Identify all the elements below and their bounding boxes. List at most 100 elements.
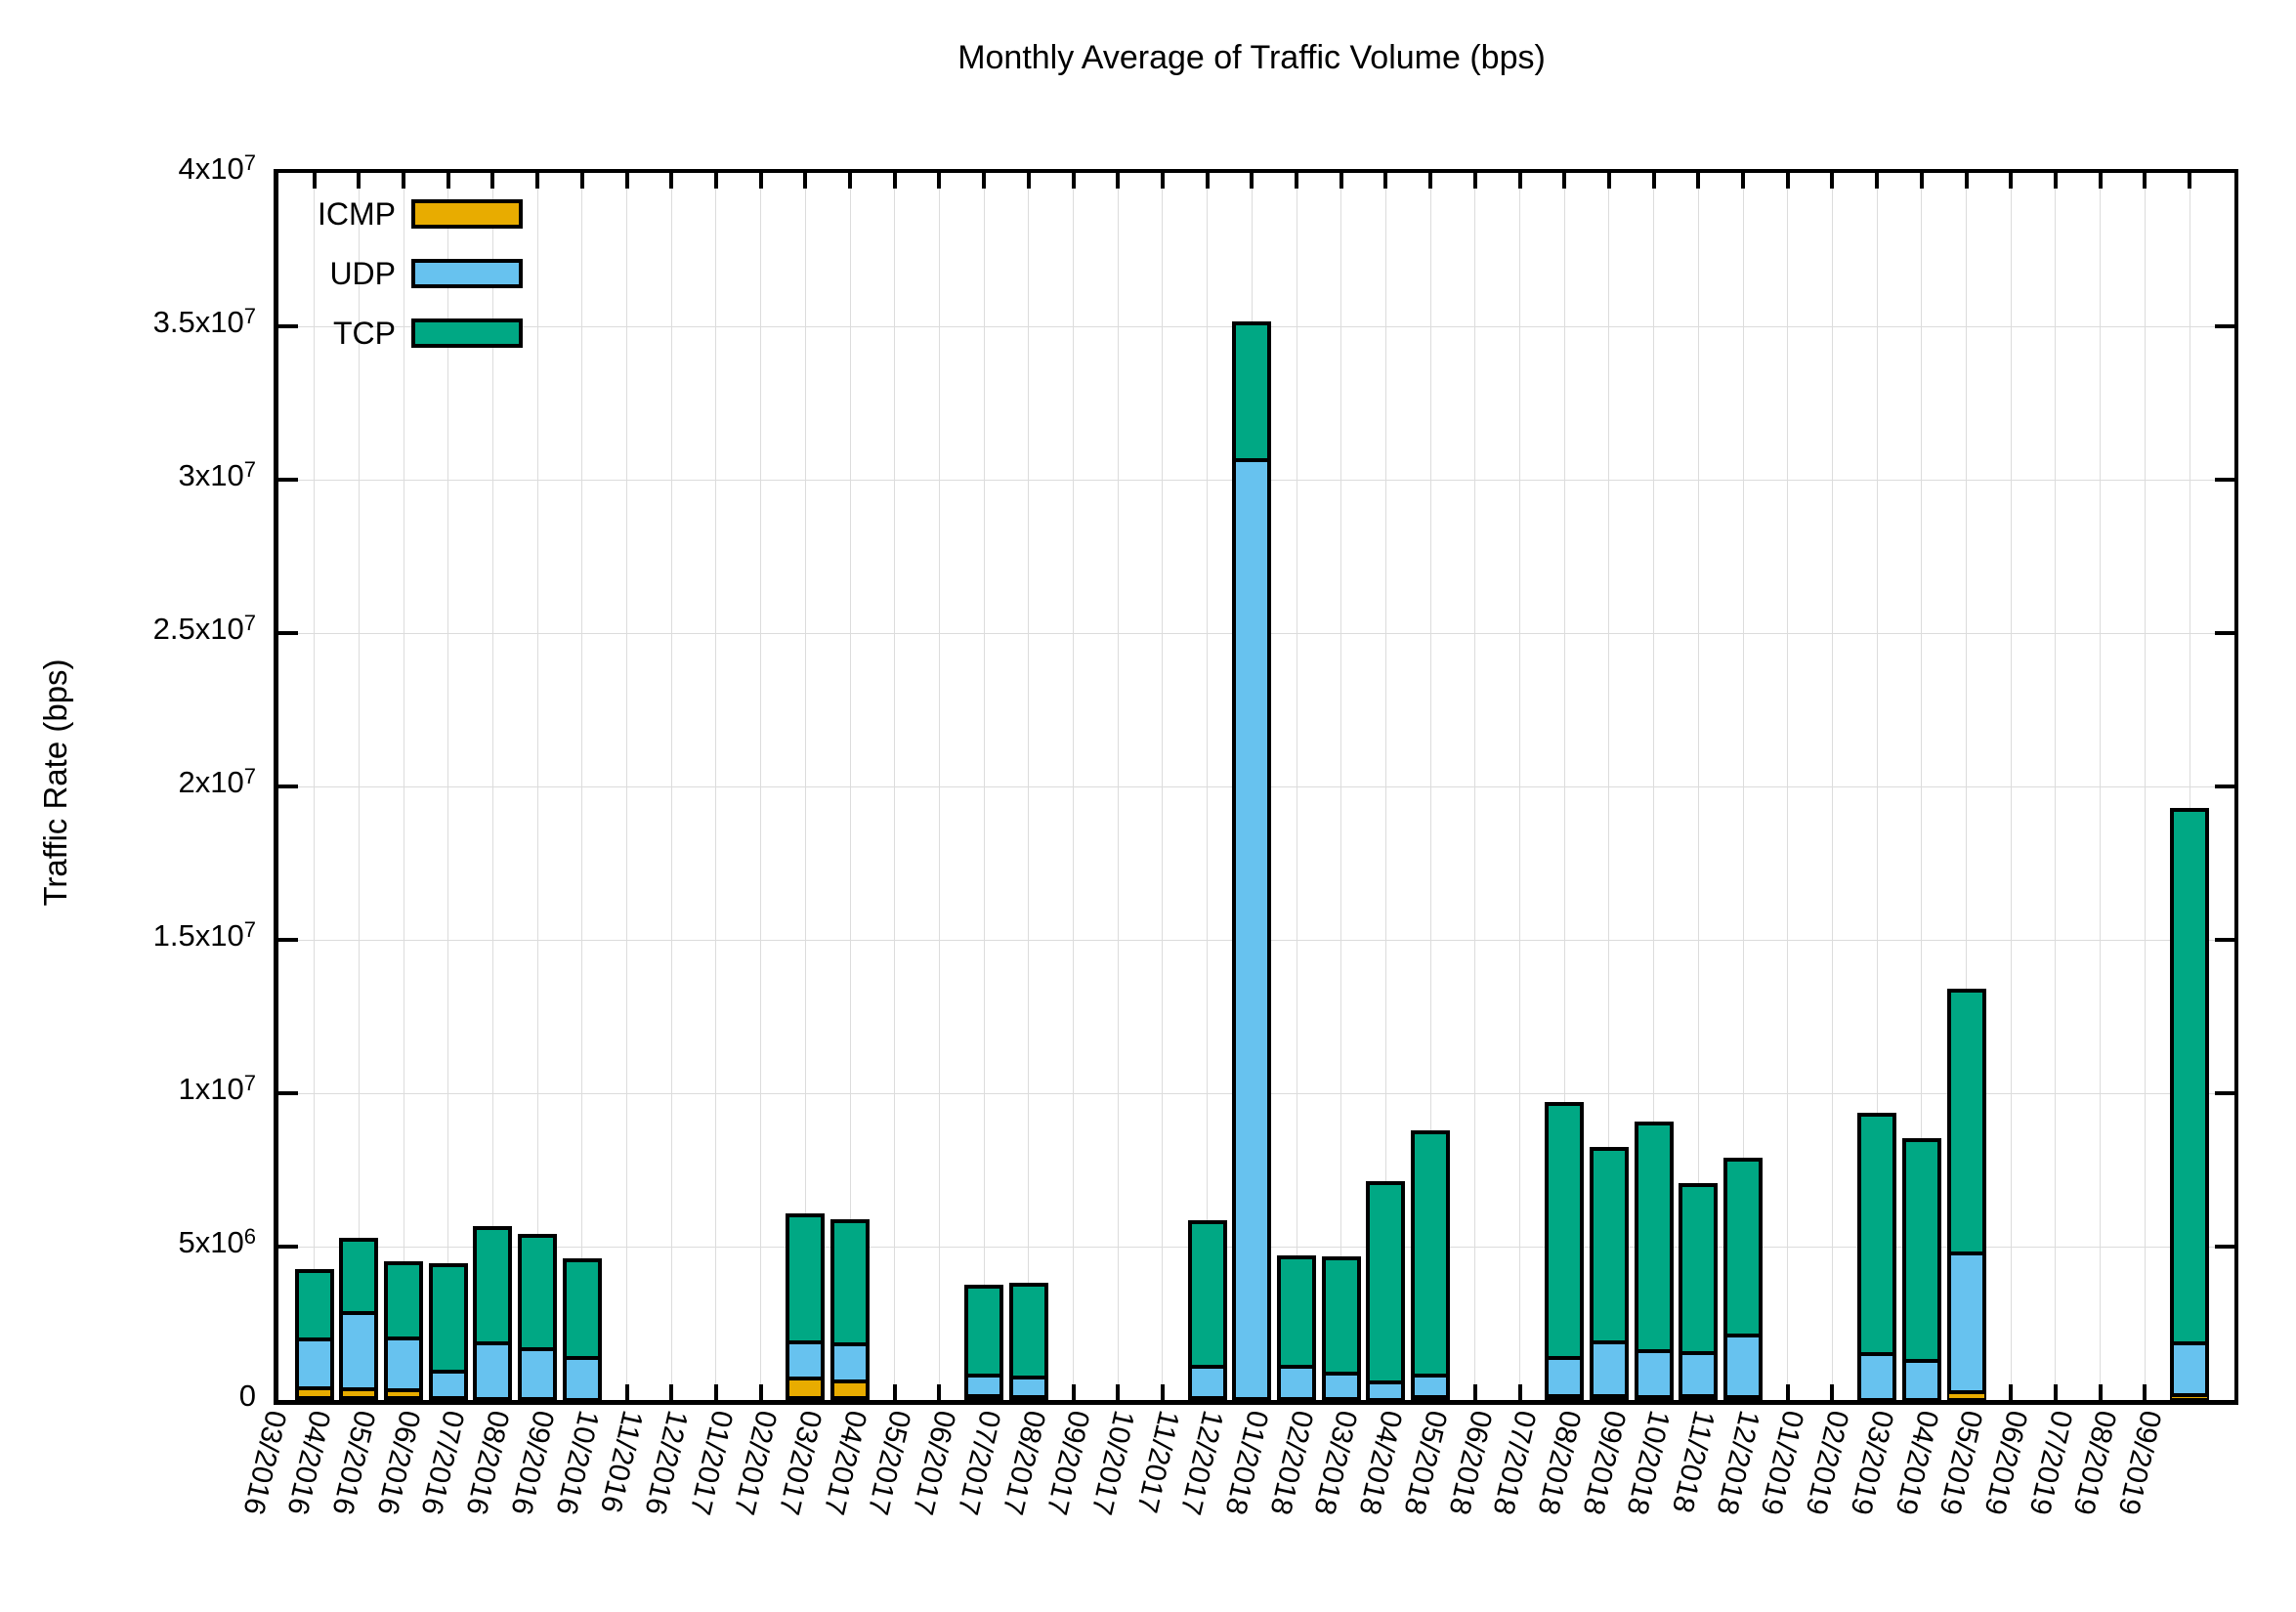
x-axis-tick — [579, 173, 584, 189]
legend-swatch-icmp-icon — [411, 199, 523, 229]
x-axis-tick — [1205, 173, 1210, 189]
bar-segment-udp-08/2018 — [1589, 1340, 1629, 1399]
y-axis-tick — [2215, 1091, 2234, 1095]
x-axis-tick — [1562, 173, 1567, 189]
legend-label-tcp: TCP — [333, 316, 396, 351]
x-axis-tick — [937, 1384, 942, 1400]
legend: ICMP UDP TCP — [280, 195, 523, 374]
x-axis-tick — [446, 173, 450, 189]
x-axis-tick — [1116, 173, 1121, 189]
x-axis-tick — [1741, 173, 1745, 189]
x-axis-tick — [1071, 1384, 1076, 1400]
bar-segment-tcp-06/2016 — [428, 1263, 468, 1375]
bar-segment-tcp-03/2017 — [830, 1219, 870, 1346]
x-axis-tick — [937, 173, 942, 189]
y-axis-tick — [278, 1245, 298, 1249]
y-axis-label-value: 2x107 — [178, 764, 256, 799]
x-axis-tick — [1026, 173, 1031, 189]
chart-title: Monthly Average of Traffic Volume (bps) — [957, 39, 1546, 76]
y-axis-tick — [278, 1091, 298, 1095]
bar-segment-udp-03/2017 — [830, 1341, 870, 1383]
y-axis-tick — [278, 631, 298, 635]
bar-segment-udp-03/2016 — [294, 1336, 334, 1390]
bar-segment-tcp-09/2018 — [1634, 1121, 1674, 1353]
x-axis-tick — [1250, 173, 1254, 189]
y-axis-tick — [278, 785, 298, 788]
legend-row-tcp: TCP — [280, 315, 523, 352]
bar-segment-tcp-07/2016 — [473, 1225, 513, 1346]
x-axis-tick — [758, 1384, 763, 1400]
y-axis-label-value: 3.5x107 — [152, 304, 256, 339]
x-axis-tick — [1651, 173, 1656, 189]
y-axis-tick — [278, 478, 298, 482]
bar-segment-tcp-08/2018 — [1589, 1146, 1629, 1345]
x-axis-tick — [1830, 1384, 1835, 1400]
legend-label-icmp: ICMP — [318, 196, 396, 232]
bar-segment-tcp-03/2018 — [1366, 1180, 1406, 1385]
x-axis-tick — [1383, 173, 1388, 189]
bar-segment-udp-01/2018 — [1277, 1365, 1316, 1401]
legend-row-icmp: ICMP — [280, 195, 523, 233]
bar-segment-tcp-09/2016 — [562, 1258, 602, 1361]
x-axis-tick — [1606, 173, 1611, 189]
legend-swatch-tcp-icon — [411, 318, 523, 348]
x-axis-tick — [803, 173, 808, 189]
bar-segment-udp-11/2017 — [1187, 1364, 1227, 1401]
y-axis-label-value: 1x107 — [178, 1071, 256, 1106]
x-axis-tick — [713, 173, 718, 189]
x-axis-tick — [1517, 1384, 1522, 1400]
x-axis-tick — [1785, 1384, 1790, 1400]
x-axis-tick — [2053, 1384, 2058, 1400]
bar-segment-udp-07/2018 — [1545, 1356, 1585, 1399]
x-axis-tick — [1472, 1384, 1477, 1400]
x-axis-tick — [1295, 173, 1298, 189]
x-axis-tick — [402, 173, 405, 189]
x-axis-tick — [1830, 173, 1835, 189]
y-axis-label-value: 2.5x107 — [152, 611, 256, 646]
x-axis-tick — [669, 1384, 674, 1400]
x-axis-tick — [1071, 173, 1076, 189]
x-axis-tick — [490, 173, 495, 189]
bar-segment-tcp-01/2018 — [1277, 1254, 1316, 1370]
x-axis-tick — [1472, 173, 1477, 189]
bar-segment-udp-03/2019 — [1901, 1359, 1941, 1403]
bar-segment-tcp-03/2016 — [294, 1268, 334, 1341]
x-axis-tick — [357, 173, 361, 189]
y-axis-label-value: 4x107 — [178, 150, 256, 186]
bar-segment-tcp-11/2018 — [1723, 1157, 1763, 1337]
bar-segment-udp-02/2018 — [1321, 1372, 1361, 1402]
bar-segment-tcp-11/2017 — [1187, 1219, 1227, 1369]
bar-segment-udp-04/2016 — [339, 1311, 379, 1391]
bar-segment-tcp-05/2016 — [384, 1260, 423, 1340]
x-axis-tick — [624, 173, 629, 189]
x-axis-tick — [1339, 173, 1343, 189]
bar-segment-udp-10/2018 — [1679, 1351, 1719, 1399]
legend-row-udp: UDP — [280, 255, 523, 292]
bar-segment-udp-06/2016 — [428, 1370, 468, 1400]
bar-segment-tcp-10/2018 — [1679, 1183, 1719, 1356]
plot-area — [274, 169, 2238, 1405]
x-axis-tick — [1116, 1384, 1121, 1400]
bar-segment-tcp-02/2019 — [1857, 1113, 1897, 1357]
bar-segment-udp-05/2016 — [384, 1336, 423, 1392]
bar-segment-udp-09/2016 — [562, 1356, 602, 1402]
bar-segment-tcp-09/2019 — [2170, 807, 2209, 1345]
x-axis-tick — [1160, 173, 1165, 189]
y-axis-tick — [2215, 1245, 2234, 1249]
bar-segment-tcp-08/2016 — [518, 1234, 558, 1351]
legend-swatch-udp-icon — [411, 259, 523, 288]
bar-segment-tcp-04/2019 — [1946, 988, 1986, 1256]
y-axis-label-value: 3x107 — [178, 457, 256, 492]
y-axis-tick — [2215, 785, 2234, 788]
x-axis-tick — [669, 173, 674, 189]
x-axis-tick — [312, 173, 317, 189]
bar-segment-udp-09/2019 — [2170, 1340, 2209, 1397]
bar-segment-udp-04/2019 — [1946, 1251, 1986, 1395]
y-axis-label-value: 5x106 — [178, 1224, 256, 1259]
x-axis-tick — [1428, 173, 1433, 189]
bar-segment-udp-11/2018 — [1723, 1333, 1763, 1400]
x-axis-tick — [2143, 1384, 2147, 1400]
x-axis-tick — [848, 173, 852, 189]
y-axis-label-value: 1.5x107 — [152, 917, 256, 953]
